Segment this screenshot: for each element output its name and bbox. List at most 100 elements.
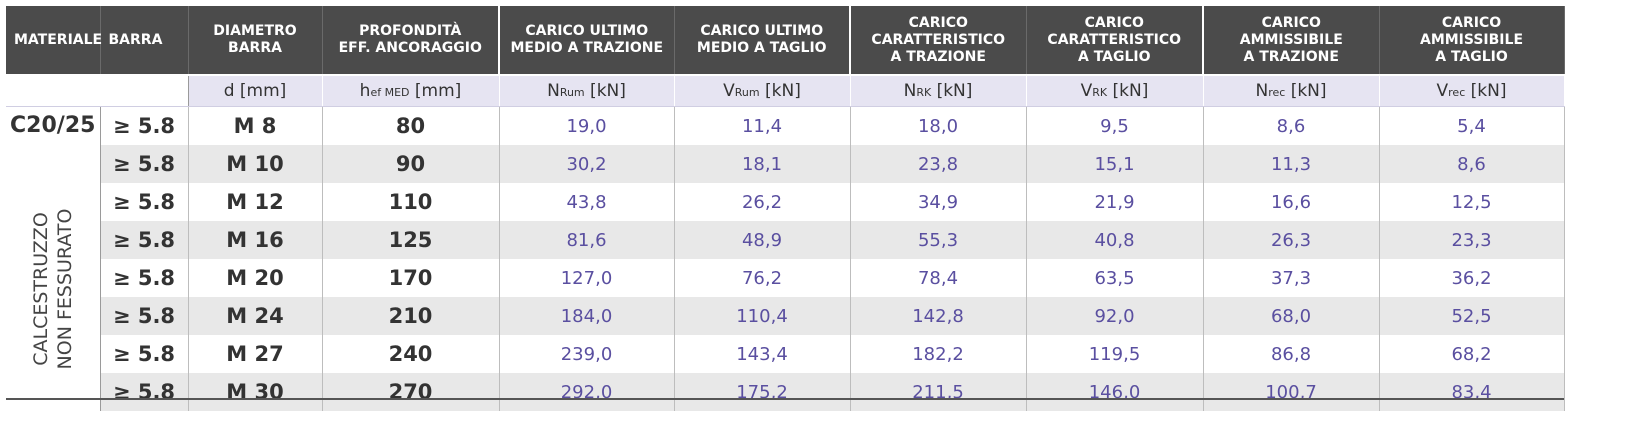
spec-cell: 110 [322, 183, 500, 221]
column-header: CARICO AMMISSIBILE A TAGLIO [1379, 6, 1565, 76]
value-cell: 15,1 [1026, 145, 1204, 183]
spec-cell: ≥ 5.8 [100, 373, 189, 411]
value-cell: 143,4 [674, 335, 851, 373]
value-cell: 92,0 [1026, 297, 1204, 335]
value-cell: 68,2 [1379, 335, 1565, 373]
column-header: BARRA [100, 6, 189, 76]
column-header: CARICO ULTIMO MEDIO A TRAZIONE [498, 6, 675, 76]
table-row: ≥ 5.8 M 12 110 43,8 26,2 34,9 21,9 16,6 12,5 [6, 183, 1565, 221]
column-header: DIAMETRO BARRA [188, 6, 323, 76]
value-cell: 40,8 [1026, 221, 1204, 259]
material-line2: NON FESSURATO [53, 208, 76, 370]
value-cell: 63,5 [1026, 259, 1204, 297]
value-cell: 5,4 [1379, 106, 1565, 145]
table-row: ≥ 5.8 M 30 270 292,0 175,2 211,5 146,0 100,7 83,… [6, 373, 1565, 411]
unit-cell: hef MED [mm] [322, 75, 500, 107]
column-header: MATERIALE [6, 6, 102, 76]
value-cell: 83,4 [1379, 373, 1565, 411]
value-cell: 43,8 [499, 183, 675, 221]
table-row: ≥ 5.8 M 16 125 81,6 48,9 55,3 40,8 26,3 23,3 [6, 221, 1565, 259]
spec-cell: ≥ 5.8 [100, 297, 189, 335]
value-cell: 11,4 [674, 106, 851, 145]
value-cell: 100,7 [1203, 373, 1380, 411]
spec-cell: M 27 [188, 335, 323, 373]
unit-subscript: RK [1092, 86, 1108, 99]
value-cell: 8,6 [1379, 145, 1565, 183]
unit-cell: VRum [kN] [674, 75, 851, 107]
unit-subscript: ef MED [370, 86, 410, 99]
spec-cell: ≥ 5.8 [100, 335, 189, 373]
unit-cell: VRK [kN] [1026, 75, 1204, 107]
value-cell: 26,3 [1203, 221, 1380, 259]
header-row: MATERIALE BARRA DIAMETRO BARRA PROFONDITÀ EFF… [6, 6, 1565, 76]
unit-subscript: Rum [559, 86, 585, 99]
anchor-load-table: MATERIALE BARRA DIAMETRO BARRA PROFONDITÀ EFF… [6, 6, 1565, 411]
material-line1: CALCESTRUZZO [29, 212, 52, 367]
unit-cell: Vrec [kN] [1379, 75, 1565, 107]
unit-cell: d [mm] [188, 75, 323, 107]
unit-cell: NRK [kN] [850, 75, 1027, 107]
column-header: CARICO CARATTERISTICO A TAGLIO [1026, 6, 1204, 76]
value-cell: 52,5 [1379, 297, 1565, 335]
table-bottom-border [6, 398, 1564, 400]
spec-cell: 125 [322, 221, 500, 259]
spec-cell: ≥ 5.8 [100, 145, 189, 183]
unit-subscript: rec [1268, 86, 1286, 99]
value-cell: 184,0 [499, 297, 675, 335]
value-cell: 292,0 [499, 373, 675, 411]
material-description: CALCESTRUZZO NON FESSURATO [29, 209, 77, 370]
spec-cell: M 30 [188, 373, 323, 411]
spec-cell: ≥ 5.8 [100, 259, 189, 297]
value-cell: 16,6 [1203, 183, 1380, 221]
units-row: d [mm] hef MED [mm] NRum [kN] VRum [kN] NRK … [6, 75, 1565, 107]
value-cell: 76,2 [674, 259, 851, 297]
spec-cell: M 20 [188, 259, 323, 297]
table-body: d [mm] hef MED [mm] NRum [kN] VRum [kN] NRK … [6, 75, 1565, 411]
value-cell: 18,0 [850, 106, 1027, 145]
value-cell: 18,1 [674, 145, 851, 183]
value-cell: 127,0 [499, 259, 675, 297]
value-cell: 78,4 [850, 259, 1027, 297]
value-cell: 142,8 [850, 297, 1027, 335]
spec-cell: 240 [322, 335, 500, 373]
spec-cell: 80 [322, 106, 500, 145]
value-cell: 34,9 [850, 183, 1027, 221]
value-cell: 239,0 [499, 335, 675, 373]
unit-subscript: Rum [734, 86, 760, 99]
spec-cell: 170 [322, 259, 500, 297]
column-header: CARICO CARATTERISTICO A TRAZIONE [849, 6, 1027, 76]
value-cell: 211,5 [850, 373, 1027, 411]
spec-cell: M 10 [188, 145, 323, 183]
table-header: MATERIALE BARRA DIAMETRO BARRA PROFONDITÀ EFF… [6, 6, 1565, 76]
value-cell: 182,2 [850, 335, 1027, 373]
spec-cell: M 16 [188, 221, 323, 259]
spec-cell: 270 [322, 373, 500, 411]
anchor-load-table-container: MATERIALE BARRA DIAMETRO BARRA PROFONDITÀ EFF… [6, 6, 1565, 411]
table-row: ≥ 5.8 M 27 240 239,0 143,4 182,2 119,5 86,8 68,2 [6, 335, 1565, 373]
column-header: CARICO AMMISSIBILE A TRAZIONE [1202, 6, 1380, 76]
value-cell: 8,6 [1203, 106, 1380, 145]
value-cell: 26,2 [674, 183, 851, 221]
value-cell: 21,9 [1026, 183, 1204, 221]
value-cell: 110,4 [674, 297, 851, 335]
value-cell: 81,6 [499, 221, 675, 259]
value-cell: 86,8 [1203, 335, 1380, 373]
unit-cell: NRum [kN] [499, 75, 675, 107]
unit-subscript: rec [1448, 86, 1466, 99]
value-cell: 48,9 [674, 221, 851, 259]
value-cell: 9,5 [1026, 106, 1204, 145]
value-cell: 36,2 [1379, 259, 1565, 297]
spec-cell: ≥ 5.8 [100, 221, 189, 259]
column-header: CARICO ULTIMO MEDIO A TAGLIO [674, 6, 851, 76]
spec-cell: M 24 [188, 297, 323, 335]
table-row: ≥ 5.8 M 20 170 127,0 76,2 78,4 63,5 37,3 36,2 [6, 259, 1565, 297]
value-cell: 30,2 [499, 145, 675, 183]
value-cell: 12,5 [1379, 183, 1565, 221]
spec-cell: 210 [322, 297, 500, 335]
value-cell: 119,5 [1026, 335, 1204, 373]
table-row: ≥ 5.8 M 10 90 30,2 18,1 23,8 15,1 11,3 8,6 [6, 145, 1565, 183]
value-cell: 146,0 [1026, 373, 1204, 411]
unit-subscript: RK [916, 86, 932, 99]
value-cell: 23,3 [1379, 221, 1565, 259]
